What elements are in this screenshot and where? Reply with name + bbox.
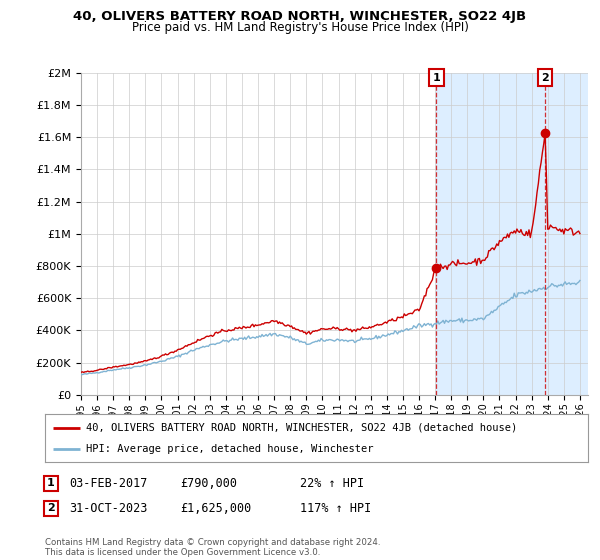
Bar [545, 73, 588, 395]
Text: Contains HM Land Registry data © Crown copyright and database right 2024.
This d: Contains HM Land Registry data © Crown c… [45, 538, 380, 557]
Text: 31-OCT-2023: 31-OCT-2023 [69, 502, 148, 515]
Text: £790,000: £790,000 [180, 477, 237, 490]
Text: 22% ↑ HPI: 22% ↑ HPI [300, 477, 364, 490]
Text: 40, OLIVERS BATTERY ROAD NORTH, WINCHESTER, SO22 4JB (detached house): 40, OLIVERS BATTERY ROAD NORTH, WINCHEST… [86, 423, 517, 433]
Text: 40, OLIVERS BATTERY ROAD NORTH, WINCHESTER, SO22 4JB: 40, OLIVERS BATTERY ROAD NORTH, WINCHEST… [73, 10, 527, 23]
Text: 03-FEB-2017: 03-FEB-2017 [69, 477, 148, 490]
Text: 117% ↑ HPI: 117% ↑ HPI [300, 502, 371, 515]
Text: HPI: Average price, detached house, Winchester: HPI: Average price, detached house, Winc… [86, 444, 373, 454]
Text: 2: 2 [47, 503, 55, 514]
Text: 1: 1 [47, 478, 55, 488]
Text: Price paid vs. HM Land Registry's House Price Index (HPI): Price paid vs. HM Land Registry's House … [131, 21, 469, 34]
Text: 2: 2 [541, 73, 549, 83]
Text: 1: 1 [433, 73, 440, 83]
Text: £1,625,000: £1,625,000 [180, 502, 251, 515]
Bar [436, 73, 545, 395]
